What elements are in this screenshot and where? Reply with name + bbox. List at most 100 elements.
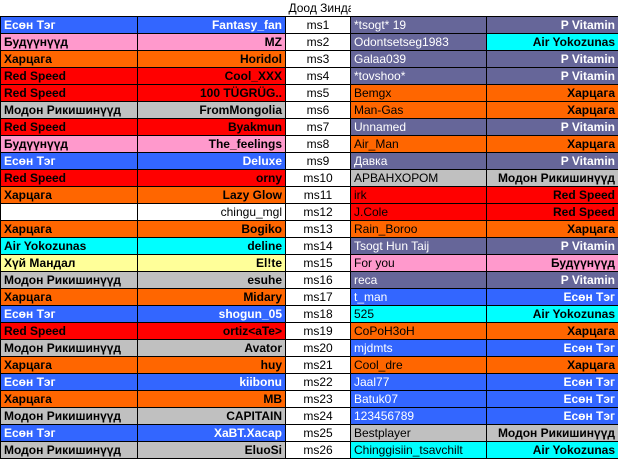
right-team-cell: Харцага bbox=[486, 322, 618, 340]
right-player-cell: Tsogt Hun Taij bbox=[350, 237, 487, 255]
left-team-cell: Red Speed bbox=[0, 322, 138, 340]
page-title: Доод Зиндаа bbox=[285, 0, 351, 17]
slot-cell: ms21 bbox=[285, 356, 351, 374]
right-team-cell: Харцага bbox=[486, 220, 618, 238]
left-team-cell: Харцага bbox=[0, 288, 138, 306]
left-team-cell: Модон Рикишинүүд bbox=[0, 441, 138, 459]
right-player-cell: Bemgx bbox=[350, 84, 487, 102]
left-team-cell: Харцага bbox=[0, 186, 138, 204]
table-row: Red Speed orny ms10 АРВАНХОРОМ Модон Рикишин… bbox=[0, 169, 618, 187]
right-team-cell: P Vitamin bbox=[486, 152, 618, 170]
left-team-cell: Red Speed bbox=[0, 169, 138, 187]
left-player-cell: FromMongolia bbox=[137, 101, 286, 119]
table-row: Модон Рикишинүүд CAPITAIN ms24 123456789 Есө… bbox=[0, 407, 618, 425]
right-team-cell: P Vitamin bbox=[486, 237, 618, 255]
slot-cell: ms11 bbox=[285, 186, 351, 204]
table-row: Будүүнүүд MZ ms2 Odontsetseg1983 Air Yokozun… bbox=[0, 33, 618, 51]
left-team-cell: Red Speed bbox=[0, 67, 138, 85]
right-player-cell: CoPoH3oH bbox=[350, 322, 487, 340]
left-player-cell: ortiz<aTe> bbox=[137, 322, 286, 340]
left-player-cell: kiibonu bbox=[137, 373, 286, 391]
right-team-cell: Модон Рикишинүүд bbox=[486, 424, 618, 442]
left-player-cell: orny bbox=[137, 169, 286, 187]
right-player-cell: Man-Gas bbox=[350, 101, 487, 119]
table-row: chingu_mgl ms12 J.Cole Red Speed bbox=[0, 203, 618, 221]
right-player-cell: АРВАНХОРОМ bbox=[350, 169, 487, 187]
right-team-cell: Есөн Тэг bbox=[486, 339, 618, 357]
right-team-cell: P Vitamin bbox=[486, 16, 618, 34]
slot-cell: ms4 bbox=[285, 67, 351, 85]
right-player-cell: reca bbox=[350, 271, 487, 289]
left-team-cell: Есөн Тэг bbox=[0, 305, 138, 323]
right-team-cell: Будүүнүүд bbox=[486, 254, 618, 272]
right-player-cell: J.Cole bbox=[350, 203, 487, 221]
table-row: Будүүнүүд The_feelings ms8 Air_Man Харцага bbox=[0, 135, 618, 153]
left-player-cell: MB bbox=[137, 390, 286, 408]
slot-cell: ms2 bbox=[285, 33, 351, 51]
slot-cell: ms25 bbox=[285, 424, 351, 442]
left-team-cell: Харцага bbox=[0, 356, 138, 374]
slot-cell: ms1 bbox=[285, 16, 351, 34]
right-player-cell: Galaa039 bbox=[350, 50, 487, 68]
right-player-cell: Unnamed bbox=[350, 118, 487, 136]
right-player-cell: Batuk07 bbox=[350, 390, 487, 408]
right-player-cell: Odontsetseg1983 bbox=[350, 33, 487, 51]
left-team-cell: Модон Рикишинүүд bbox=[0, 339, 138, 357]
right-team-cell: Харцага bbox=[486, 84, 618, 102]
left-player-cell: shogun_05 bbox=[137, 305, 286, 323]
right-team-cell: Харцага bbox=[486, 356, 618, 374]
title-right-blank bbox=[350, 0, 487, 17]
left-team-cell: Есөн Тэг bbox=[0, 16, 138, 34]
table-row: Харцага Horidol ms3 Galaa039 P Vitamin bbox=[0, 50, 618, 68]
right-player-cell: 123456789 bbox=[350, 407, 487, 425]
right-team-cell: Air Yokozunas bbox=[486, 305, 618, 323]
right-team-cell: Харцага bbox=[486, 135, 618, 153]
right-team-cell: Харцага bbox=[486, 101, 618, 119]
left-player-cell: CAPITAIN bbox=[137, 407, 286, 425]
left-player-cell: Midary bbox=[137, 288, 286, 306]
right-player-cell: *tsogt* 19 bbox=[350, 16, 487, 34]
left-team-cell: Харцага bbox=[0, 390, 138, 408]
left-player-cell: Byakmun bbox=[137, 118, 286, 136]
right-player-cell: Давка bbox=[350, 152, 487, 170]
right-team-cell: Air Yokozunas bbox=[486, 441, 618, 459]
right-team-cell: Есөн Тэг bbox=[486, 373, 618, 391]
slot-cell: ms22 bbox=[285, 373, 351, 391]
left-player-cell: Avator bbox=[137, 339, 286, 357]
table-row: Air Yokozunas deline ms14 Tsogt Hun Taij P V… bbox=[0, 237, 618, 255]
left-team-cell: Red Speed bbox=[0, 84, 138, 102]
right-team-cell: P Vitamin bbox=[486, 118, 618, 136]
table-row: Red Speed 100 TÜGRÜG.. ms5 Bemgx Харцага bbox=[0, 84, 618, 102]
table-row: Есөн Тэг Deluxe ms9 Давка P Vitamin bbox=[0, 152, 618, 170]
slot-cell: ms15 bbox=[285, 254, 351, 272]
right-team-cell: P Vitamin bbox=[486, 50, 618, 68]
left-player-cell: chingu_mgl bbox=[137, 203, 286, 221]
right-team-cell: Есөн Тэг bbox=[486, 390, 618, 408]
right-team-cell: Red Speed bbox=[486, 186, 618, 204]
table-row: Есөн Тэг XaBT.Xacap ms25 Bestplayer Модон Ри… bbox=[0, 424, 618, 442]
left-player-cell: Cool_XXX bbox=[137, 67, 286, 85]
left-player-cell: huy bbox=[137, 356, 286, 374]
left-team-cell: Есөн Тэг bbox=[0, 373, 138, 391]
right-team-cell: Есөн Тэг bbox=[486, 407, 618, 425]
right-player-cell: t_man bbox=[350, 288, 487, 306]
left-player-cell: The_feelings bbox=[137, 135, 286, 153]
slot-cell: ms17 bbox=[285, 288, 351, 306]
left-team-cell: Есөн Тэг bbox=[0, 152, 138, 170]
right-player-cell: mjdmts bbox=[350, 339, 487, 357]
left-team-cell: Харцага bbox=[0, 50, 138, 68]
left-player-cell: Horidol bbox=[137, 50, 286, 68]
table-row: Модон Рикишинүүд EluoSi ms26 Chinggisiin_ts… bbox=[0, 441, 618, 459]
left-player-cell: Deluxe bbox=[137, 152, 286, 170]
right-player-cell: irk bbox=[350, 186, 487, 204]
right-team-cell: P Vitamin bbox=[486, 271, 618, 289]
table-row: Харцага Bogiko ms13 Rain_Boroo Харцага bbox=[0, 220, 618, 238]
slot-cell: ms5 bbox=[285, 84, 351, 102]
left-team-cell: Хүй Мандал bbox=[0, 254, 138, 272]
right-team-cell: Есөн Тэг bbox=[486, 288, 618, 306]
right-team-cell: P Vitamin bbox=[486, 67, 618, 85]
slot-cell: ms19 bbox=[285, 322, 351, 340]
table-row: Есөн Тэг Fantasy_fan ms1 *tsogt* 19 P Vitami… bbox=[0, 16, 618, 34]
